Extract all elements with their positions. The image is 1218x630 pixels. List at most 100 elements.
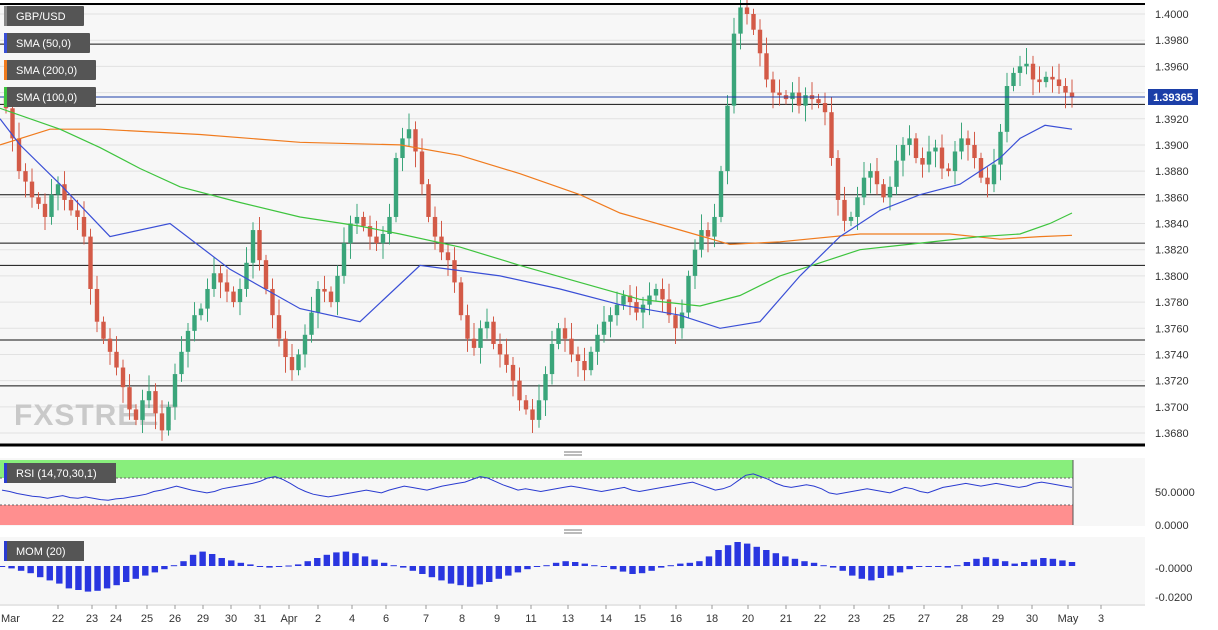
candle-body bbox=[569, 338, 574, 355]
candle-body bbox=[913, 138, 919, 159]
mom-bar bbox=[973, 558, 980, 566]
price-panel bbox=[0, 4, 1145, 445]
candle-body bbox=[842, 199, 847, 221]
candle-body bbox=[205, 288, 210, 309]
candle-body bbox=[998, 131, 1003, 165]
mom-bar bbox=[591, 565, 598, 567]
x-tick-29: 29 bbox=[992, 613, 1004, 625]
mom-bar bbox=[877, 566, 885, 578]
candle-body bbox=[679, 312, 685, 329]
candle-body bbox=[406, 129, 412, 139]
candle-body bbox=[88, 236, 93, 289]
candle-body bbox=[582, 360, 587, 371]
candle-body bbox=[939, 147, 945, 169]
svg-text:GBP/USD: GBP/USD bbox=[16, 11, 66, 23]
last-price-box bbox=[1148, 89, 1198, 105]
candle-body bbox=[419, 151, 425, 185]
mom-bar bbox=[935, 566, 942, 567]
svg-text:SMA (200,0): SMA (200,0) bbox=[16, 65, 77, 77]
mom-bar bbox=[1011, 563, 1018, 566]
candle-body bbox=[309, 312, 314, 335]
candle-body bbox=[673, 315, 678, 329]
candles bbox=[3, 0, 1075, 441]
candle-body bbox=[10, 108, 15, 139]
candle-body bbox=[770, 79, 776, 93]
mom-bar bbox=[562, 561, 569, 566]
mom-panel bbox=[0, 537, 1145, 604]
legend-sma100[interactable]: SMA (100,0) bbox=[4, 87, 96, 107]
candle-body bbox=[55, 184, 61, 195]
rsi-oversold-zone bbox=[0, 505, 1073, 525]
mom-bar bbox=[1030, 559, 1037, 566]
candle-body bbox=[75, 210, 80, 217]
candle-body bbox=[348, 223, 353, 244]
candle-body bbox=[400, 138, 405, 159]
x-tick-6: 29 bbox=[197, 613, 209, 625]
candle-body bbox=[361, 216, 366, 227]
candle-body bbox=[855, 197, 860, 217]
mom-bar bbox=[94, 566, 101, 591]
panel-splitter-2[interactable] bbox=[564, 529, 582, 534]
panel-splitter[interactable] bbox=[564, 451, 582, 456]
x-tick-15: 9 bbox=[494, 613, 500, 625]
candle-body bbox=[731, 33, 737, 106]
candle-body bbox=[686, 275, 691, 313]
legend-rsi[interactable]: RSI (14,70,30,1) bbox=[4, 463, 116, 483]
candle-body bbox=[627, 295, 633, 303]
candle-body bbox=[972, 144, 977, 159]
mom-bar bbox=[1049, 558, 1057, 566]
candle-body bbox=[1063, 86, 1068, 93]
candle-body bbox=[114, 351, 119, 368]
mom-bar bbox=[65, 566, 73, 589]
mom-bar bbox=[810, 562, 818, 566]
mom-bar bbox=[342, 551, 350, 566]
candle-body bbox=[965, 138, 971, 145]
moving-averages bbox=[0, 107, 1073, 329]
candle-body bbox=[276, 315, 282, 339]
mom-tick-0: -0.0000 bbox=[1155, 563, 1192, 575]
mom-bar bbox=[638, 566, 646, 574]
mom-bar bbox=[0, 566, 6, 567]
candle-body bbox=[751, 14, 756, 30]
candle-body bbox=[296, 354, 301, 371]
candle-body bbox=[601, 321, 607, 335]
x-tick-2: 23 bbox=[86, 613, 98, 625]
candle-body bbox=[1050, 76, 1055, 80]
price-tick-16: 1.3680 bbox=[1155, 428, 1189, 440]
legend-sma50[interactable]: SMA (50,0) bbox=[4, 33, 90, 53]
mom-bar bbox=[304, 561, 311, 566]
mom-bar bbox=[323, 554, 331, 566]
candle-body bbox=[595, 334, 600, 352]
candle-body bbox=[790, 92, 795, 100]
mom-bar bbox=[791, 558, 799, 566]
candle-body bbox=[868, 171, 873, 178]
candle-body bbox=[822, 103, 828, 113]
mom-bar bbox=[352, 553, 359, 566]
mom-bar bbox=[552, 562, 560, 566]
mom-bar bbox=[228, 560, 235, 566]
candle-body bbox=[874, 171, 880, 185]
candle-body bbox=[946, 168, 951, 172]
candle-body bbox=[1030, 63, 1036, 80]
candle-body bbox=[302, 334, 308, 355]
candle-body bbox=[465, 315, 470, 339]
candle-body bbox=[198, 308, 204, 316]
legend-mom[interactable]: MOM (20) bbox=[4, 541, 84, 561]
candle-body bbox=[159, 413, 165, 431]
mom-bar bbox=[457, 566, 464, 586]
candle-body bbox=[777, 92, 782, 96]
mom-bar bbox=[314, 558, 321, 566]
candle-body bbox=[36, 197, 41, 204]
mom-bar bbox=[84, 566, 92, 592]
candle-body bbox=[127, 387, 132, 410]
candle-body bbox=[530, 409, 535, 420]
candle-body bbox=[179, 351, 184, 375]
mom-bar bbox=[619, 566, 627, 572]
mom-bar bbox=[333, 552, 340, 566]
mom-bar bbox=[801, 561, 808, 566]
legend-symbol[interactable]: GBP/USD bbox=[4, 6, 84, 26]
candle-body bbox=[478, 328, 483, 348]
time-axis: Mar 22 23 24 25 26 29 30 31 Apr 2 4 6 7 8 9 11 13 14 15 16 18… bbox=[0, 604, 1145, 625]
legend-sma200[interactable]: SMA (200,0) bbox=[4, 60, 96, 80]
